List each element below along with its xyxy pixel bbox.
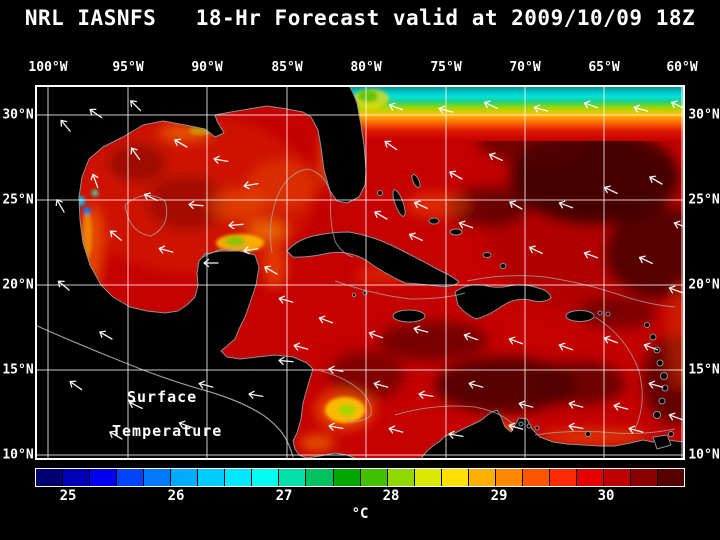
chart-title: NRL IASNFS 18-Hr Forecast valid at 2009/… (24, 6, 696, 30)
island-hispaniola (454, 284, 552, 320)
lat-tick-label-left: 15°N (2, 362, 34, 378)
colorbar-tick-label: 25 (59, 488, 77, 504)
lat-tick-label-left: 25°N (2, 192, 34, 208)
lat-tick-label-right: 30°N (688, 107, 720, 123)
lon-tick-label: 90°W (191, 60, 223, 75)
map-border (35, 85, 685, 460)
lon-tick-label: 85°W (271, 60, 303, 75)
colorbar-tick-label: 27 (275, 488, 293, 504)
lon-tick-label: 95°W (112, 60, 144, 75)
islands-bahamas (377, 174, 507, 269)
island-puerto-rico (565, 310, 595, 322)
lat-tick-label-right: 15°N (688, 362, 720, 378)
lon-tick-label: 75°W (430, 60, 462, 75)
lat-tick-label-right: 25°N (688, 192, 720, 208)
colorbar-unit-label: °C (351, 506, 369, 522)
lat-tick-label-right: 20°N (688, 277, 720, 293)
island-jamaica (392, 309, 426, 323)
lon-tick-label: 80°W (350, 60, 382, 75)
colorbar-tick-label: 28 (382, 488, 400, 504)
lon-tick-label: 70°W (509, 60, 541, 75)
lat-tick-label-left: 20°N (2, 277, 34, 293)
north-central-america-landmass (35, 85, 367, 460)
islands-lesser-antilles (518, 310, 674, 437)
wind-vector-arrows (55, 100, 685, 440)
island-cuba (286, 231, 460, 287)
colorbar-tick-label: 30 (597, 488, 615, 504)
colorbar-tick-label: 26 (167, 488, 185, 504)
lat-tick-label-right: 10°N (688, 447, 720, 463)
lon-tick-label: 65°W (588, 60, 620, 75)
lon-tick-label: 100°W (28, 60, 68, 75)
overlay-label-line1: Surface (127, 388, 198, 406)
map-plot: Surface Temperature (35, 85, 685, 460)
island-trinidad (652, 434, 672, 450)
land-layer (35, 85, 685, 460)
colorbar (35, 468, 685, 487)
graticule-grid (35, 85, 685, 460)
cold-band (345, 85, 685, 141)
colorbar-tick-label: 29 (490, 488, 508, 504)
lat-tick-label-left: 30°N (2, 107, 34, 123)
lat-tick-label-left: 10°N (2, 447, 34, 463)
sst-map-svg (35, 85, 685, 460)
lon-tick-label: 60°W (666, 60, 698, 75)
overlay-label-line2: Temperature (112, 422, 223, 440)
